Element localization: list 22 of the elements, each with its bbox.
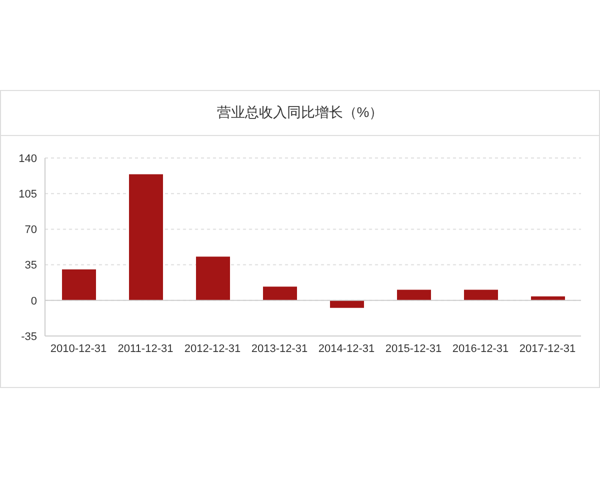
x-tick-label: 2010-12-31 [50, 342, 107, 355]
bar [397, 290, 431, 300]
x-tick-label: 2011-12-31 [118, 342, 174, 355]
bar [129, 174, 163, 300]
y-tick-label: 35 [24, 260, 37, 272]
bar [330, 300, 364, 308]
x-tick-label: 2012-12-31 [184, 342, 241, 355]
bar [263, 286, 297, 300]
x-tick-label: 2014-12-31 [318, 342, 375, 355]
y-tick-label: 0 [30, 295, 37, 308]
x-tick-label: 2013-12-31 [251, 342, 308, 355]
y-tick-label: 70 [24, 224, 37, 236]
y-tick-label: -35 [21, 330, 37, 343]
bar [196, 256, 230, 300]
chart-title: 营业总收入同比增长（%） [1, 91, 599, 136]
bar [62, 269, 96, 300]
bar [464, 290, 498, 300]
y-tick-label: 105 [18, 188, 37, 201]
x-tick-label: 2015-12-31 [385, 342, 442, 355]
x-tick-label: 2017-12-31 [519, 342, 576, 355]
x-tick-label: 2016-12-31 [452, 342, 509, 355]
y-tick-label: 140 [18, 152, 37, 165]
